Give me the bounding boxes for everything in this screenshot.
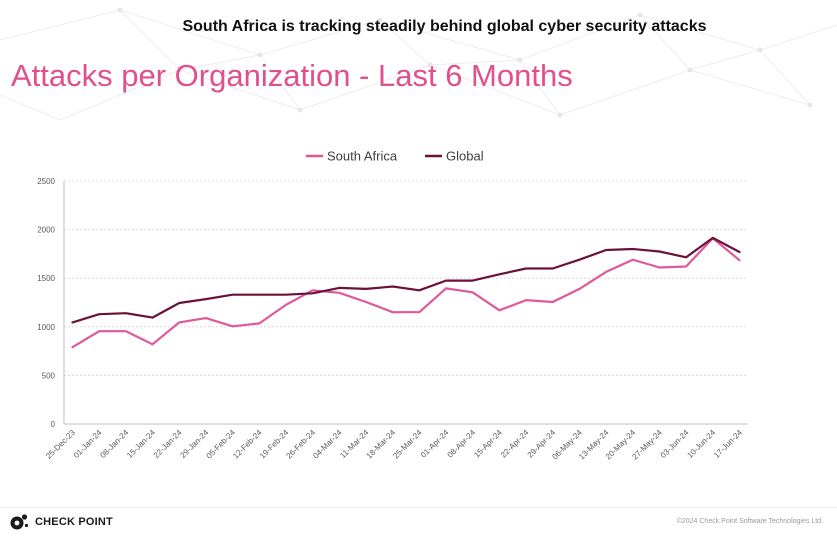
x-tick-label: 25-Mar-24 — [391, 428, 424, 461]
y-tick-label: 2000 — [37, 226, 55, 235]
y-tick-label: 1500 — [37, 274, 55, 283]
check-point-logo-icon — [10, 514, 29, 530]
check-point-logo: CHECK POINT — [9, 513, 113, 531]
x-tick-label: 17-Jun-24 — [712, 428, 744, 460]
y-tick-label: 1000 — [37, 323, 55, 332]
series-line-south-africa — [71, 237, 741, 349]
chart-title: Attacks per Organization - Last 6 Months — [11, 58, 573, 93]
footer-divider — [0, 507, 837, 508]
headline: South Africa is tracking steadily behind… — [182, 18, 707, 35]
y-tick-label: 500 — [42, 371, 56, 380]
legend-label-south-africa: South Africa — [327, 149, 398, 164]
y-tick-label: 2500 — [37, 177, 55, 186]
line-chart: 0500100015002000250025-Dec-2301-Jan-2408… — [37, 149, 748, 462]
x-tick-label: 25-Dec-23 — [44, 428, 77, 461]
y-tick-label: 0 — [51, 420, 56, 429]
brand-name: CHECK POINT — [35, 516, 113, 528]
x-tick-label: 27-May-24 — [630, 428, 664, 462]
copyright-text: ©2024 Check Point Software Technologies … — [676, 518, 823, 525]
legend-label-global: Global — [446, 149, 484, 164]
series-line-global — [71, 236, 741, 324]
background-network-pattern — [0, 7, 837, 121]
